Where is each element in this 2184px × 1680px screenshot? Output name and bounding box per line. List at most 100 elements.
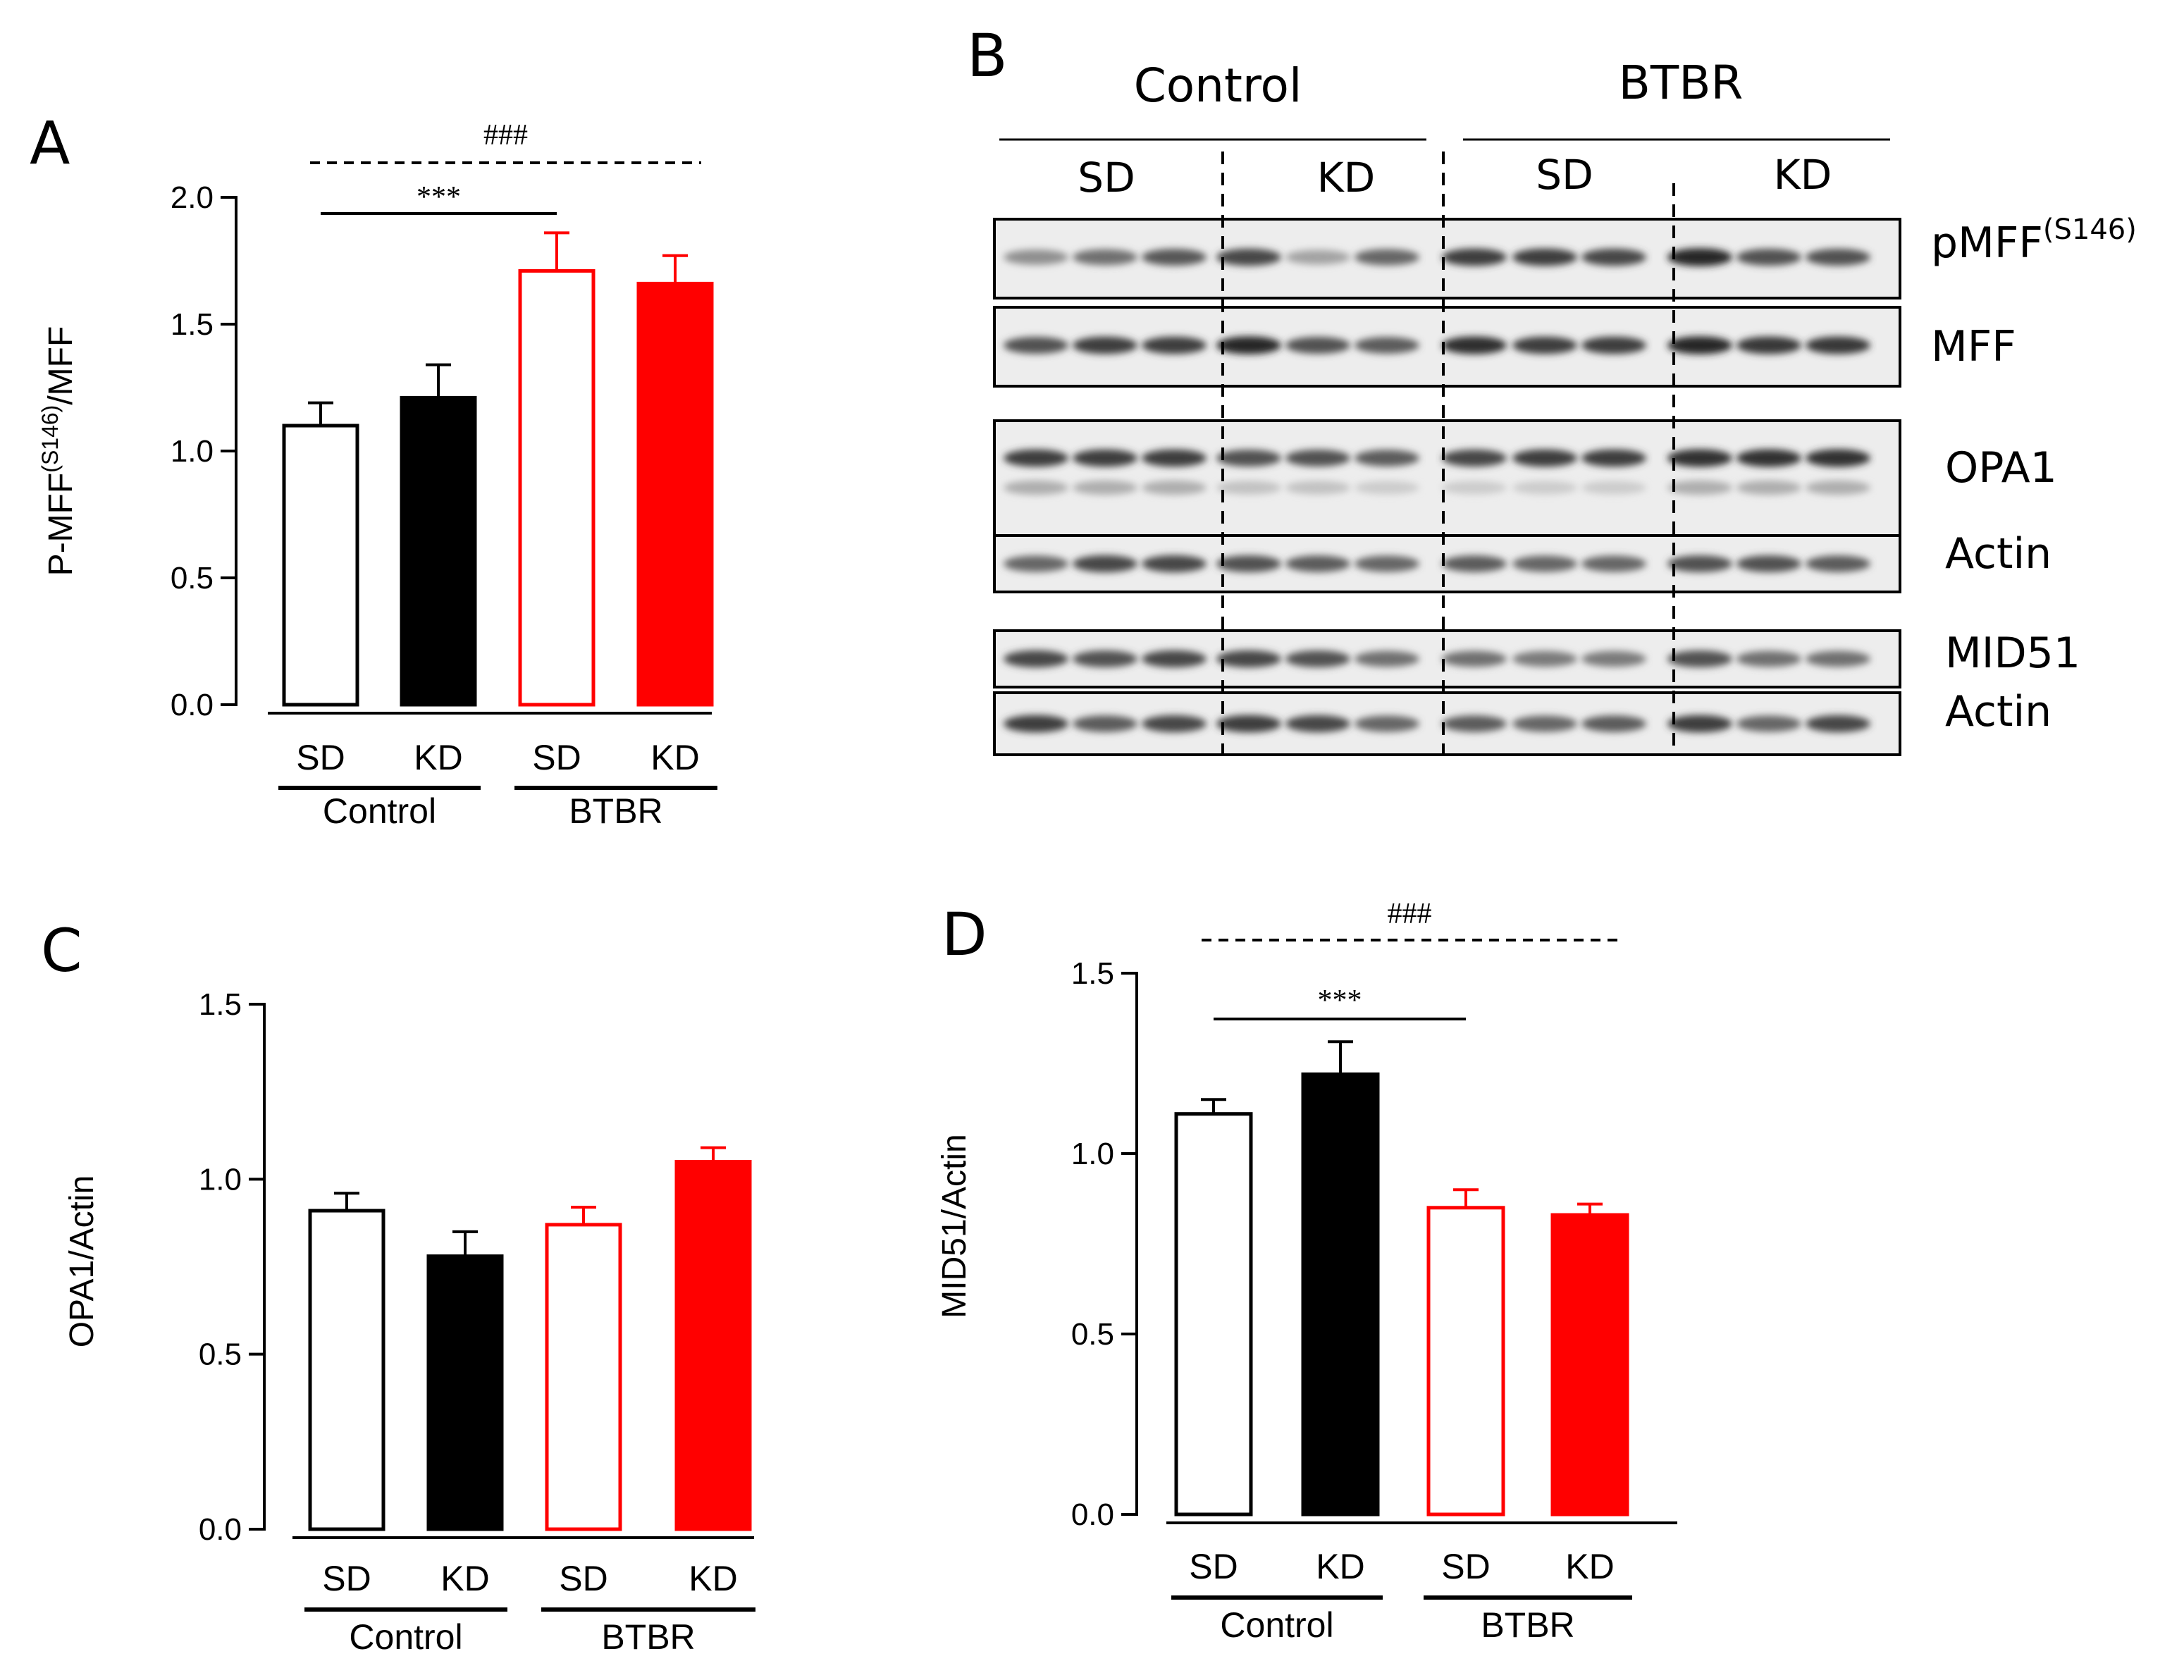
western-blot-b: Control BTBR SD KD SD KD pMFF(S146) MFF … (993, 56, 2137, 756)
y-axis-label: MID51/Actin (936, 1134, 973, 1318)
blot-band (1285, 481, 1350, 495)
blot-band (1512, 449, 1577, 467)
sig-hash-label: ### (483, 119, 528, 152)
chart-a: 0.0 0.5 1.0 1.5 2.0 SD KD SD KD Control BTBR P-MFF(… (37, 119, 717, 831)
blot-band (1806, 650, 1870, 667)
blot-band (1667, 248, 1732, 266)
bar (1426, 1206, 1505, 1517)
blot-band (1806, 336, 1870, 354)
blot-band (1142, 449, 1207, 467)
bar (426, 1254, 504, 1531)
blot-band (1581, 248, 1646, 266)
group-label: Control (349, 1617, 462, 1657)
blot-band (1667, 449, 1732, 467)
bar (308, 1209, 385, 1531)
blot-band (1073, 449, 1137, 467)
blot-band (1512, 481, 1577, 495)
y-tick-label: 1.0 (1071, 1137, 1114, 1171)
blot-band (1355, 249, 1419, 266)
blot-band (1216, 450, 1281, 467)
blot-band (1004, 449, 1068, 467)
blot-band (1004, 480, 1068, 495)
blot-band (1004, 715, 1068, 733)
blot-band (1581, 650, 1646, 667)
blot-band (1142, 480, 1207, 495)
blot-band (1806, 555, 1870, 572)
blot-band (1355, 481, 1419, 495)
blot-band (1004, 650, 1068, 668)
blot-band (1355, 337, 1419, 354)
blot-sub-btbr-kd: KD (1774, 151, 1832, 199)
blot-band (1667, 715, 1732, 733)
category-label: SD (559, 1559, 607, 1598)
blot-label-opa1: OPA1 (1945, 443, 2057, 493)
sig-hash-label: ### (1388, 898, 1432, 930)
y-tick-label: 1.5 (199, 987, 242, 1022)
blot-band (1736, 555, 1801, 572)
blot-band (1512, 336, 1577, 354)
blot-band (1073, 336, 1137, 354)
blot-band (1581, 481, 1646, 495)
category-label: SD (1189, 1547, 1238, 1586)
y-axis-label: OPA1/Actin (63, 1175, 101, 1348)
blot-band (1285, 450, 1350, 467)
blot-band (1442, 481, 1507, 495)
y-tick-label: 2.0 (171, 180, 214, 215)
y-tick-label: 1.5 (171, 307, 214, 342)
blot-band (1442, 336, 1507, 354)
y-tick-label: 0.5 (199, 1338, 242, 1372)
blot-band (1285, 555, 1350, 572)
blot-band (1667, 480, 1732, 495)
blot-sub-control-sd: SD (1078, 154, 1135, 202)
y-tick-label: 0.0 (199, 1512, 242, 1547)
blot-band (1216, 248, 1281, 266)
blot-band (1285, 650, 1350, 667)
blot-band (1073, 249, 1137, 266)
blot-label-actin-2: Actin (1945, 687, 2052, 736)
bar (518, 268, 596, 707)
blot-sub-btbr-sd: SD (1536, 151, 1593, 199)
blot-band (1285, 337, 1350, 354)
y-tick-label: 1.0 (171, 434, 214, 469)
category-label: KD (440, 1559, 489, 1598)
y-tick-label: 0.0 (171, 688, 214, 722)
blot-band (1512, 715, 1577, 732)
y-tick-label: 1.0 (199, 1162, 242, 1197)
blot-band (1216, 481, 1281, 495)
panel-letter-d: D (942, 900, 987, 969)
blot-band (1004, 249, 1068, 265)
category-label: SD (322, 1559, 371, 1598)
chart-c: 0.0 0.5 1.0 1.5 SD KD SD KD Control BTBR OPA1/Acti… (63, 987, 755, 1657)
blot-band (1512, 248, 1577, 266)
blot-band (1442, 555, 1507, 572)
y-tick-label: 0.5 (171, 561, 214, 595)
blot-band (1004, 337, 1068, 354)
blot-band (1355, 450, 1419, 467)
blot-band (1667, 650, 1732, 667)
blot-band (1285, 249, 1350, 265)
y-axis-label: P-MFF(S146)/MFF (37, 326, 80, 576)
group-label: Control (1220, 1605, 1333, 1645)
y-tick-label: 1.5 (1071, 956, 1114, 991)
blot-band (1736, 249, 1801, 266)
blot-band (1736, 715, 1801, 732)
panel-letter-a: A (30, 109, 70, 178)
bar (400, 395, 477, 707)
blot-band (1442, 650, 1507, 667)
blot-band (1512, 555, 1577, 572)
blot-band (1581, 555, 1646, 572)
blot-band (1736, 336, 1801, 354)
blot-band (1216, 715, 1281, 733)
group-label: BTBR (1481, 1605, 1574, 1645)
blot-band (1442, 248, 1507, 266)
blot-band (1806, 480, 1870, 495)
blot-band (1216, 336, 1281, 354)
blot-band (1142, 650, 1207, 668)
blot-band (1442, 449, 1507, 467)
blot-band (1806, 449, 1870, 467)
blot-band (1806, 715, 1870, 733)
bar (636, 281, 714, 707)
category-label: KD (1316, 1547, 1364, 1586)
category-label: SD (296, 738, 345, 777)
